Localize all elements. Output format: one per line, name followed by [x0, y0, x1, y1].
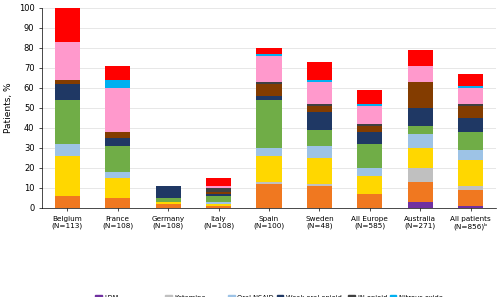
- Bar: [307, 130, 332, 146]
- Bar: [408, 50, 433, 66]
- Bar: [458, 118, 483, 132]
- Bar: [357, 104, 382, 106]
- Bar: [458, 160, 483, 186]
- Bar: [458, 104, 483, 106]
- Bar: [206, 178, 231, 186]
- Bar: [105, 138, 130, 146]
- Bar: [307, 82, 332, 104]
- Bar: [307, 158, 332, 184]
- Bar: [54, 80, 80, 84]
- Bar: [307, 80, 332, 82]
- Bar: [256, 148, 281, 156]
- Bar: [408, 108, 433, 126]
- Bar: [458, 86, 483, 88]
- Bar: [105, 80, 130, 88]
- Bar: [408, 66, 433, 82]
- Bar: [256, 56, 281, 82]
- Bar: [307, 146, 332, 158]
- Bar: [357, 124, 382, 126]
- Bar: [408, 148, 433, 168]
- Bar: [408, 202, 433, 208]
- Bar: [357, 168, 382, 176]
- Bar: [156, 198, 180, 202]
- Bar: [206, 186, 231, 188]
- Bar: [206, 196, 231, 202]
- Bar: [206, 188, 231, 192]
- Bar: [54, 100, 80, 144]
- Y-axis label: Patients, %: Patients, %: [4, 83, 13, 133]
- Bar: [408, 82, 433, 108]
- Bar: [307, 106, 332, 112]
- Bar: [408, 134, 433, 148]
- Bar: [256, 156, 281, 182]
- Bar: [357, 90, 382, 104]
- Bar: [256, 84, 281, 96]
- Bar: [206, 192, 231, 194]
- Bar: [408, 182, 433, 202]
- Bar: [458, 190, 483, 206]
- Bar: [307, 184, 332, 186]
- Bar: [307, 186, 332, 208]
- Bar: [156, 186, 180, 198]
- Legend: LDM, Oral paracetamol, Ketamine, IV paracetamol, Oral NSAID, IV NSAID, Weak oral: LDM, Oral paracetamol, Ketamine, IV para…: [95, 295, 443, 297]
- Bar: [458, 132, 483, 150]
- Bar: [105, 66, 130, 80]
- Bar: [307, 62, 332, 80]
- Bar: [54, 42, 80, 80]
- Bar: [105, 178, 130, 198]
- Bar: [357, 176, 382, 194]
- Bar: [458, 106, 483, 118]
- Bar: [458, 186, 483, 190]
- Bar: [458, 206, 483, 208]
- Bar: [357, 126, 382, 132]
- Bar: [307, 104, 332, 106]
- Bar: [357, 132, 382, 144]
- Bar: [156, 202, 180, 204]
- Bar: [357, 144, 382, 168]
- Bar: [54, 84, 80, 100]
- Bar: [105, 132, 130, 138]
- Bar: [256, 182, 281, 184]
- Bar: [256, 82, 281, 84]
- Bar: [54, 156, 80, 196]
- Bar: [206, 204, 231, 206]
- Bar: [54, 144, 80, 156]
- Bar: [357, 106, 382, 124]
- Bar: [105, 146, 130, 172]
- Bar: [408, 168, 433, 182]
- Bar: [256, 48, 281, 54]
- Bar: [105, 198, 130, 208]
- Bar: [408, 126, 433, 134]
- Bar: [105, 172, 130, 178]
- Bar: [156, 204, 180, 208]
- Bar: [105, 88, 130, 132]
- Bar: [458, 74, 483, 86]
- Bar: [54, 196, 80, 208]
- Bar: [206, 194, 231, 196]
- Bar: [458, 88, 483, 104]
- Bar: [307, 112, 332, 130]
- Bar: [458, 150, 483, 160]
- Bar: [54, 4, 80, 42]
- Bar: [256, 96, 281, 100]
- Bar: [256, 54, 281, 56]
- Bar: [256, 184, 281, 208]
- Bar: [256, 100, 281, 148]
- Bar: [357, 194, 382, 208]
- Bar: [206, 206, 231, 208]
- Bar: [206, 202, 231, 204]
